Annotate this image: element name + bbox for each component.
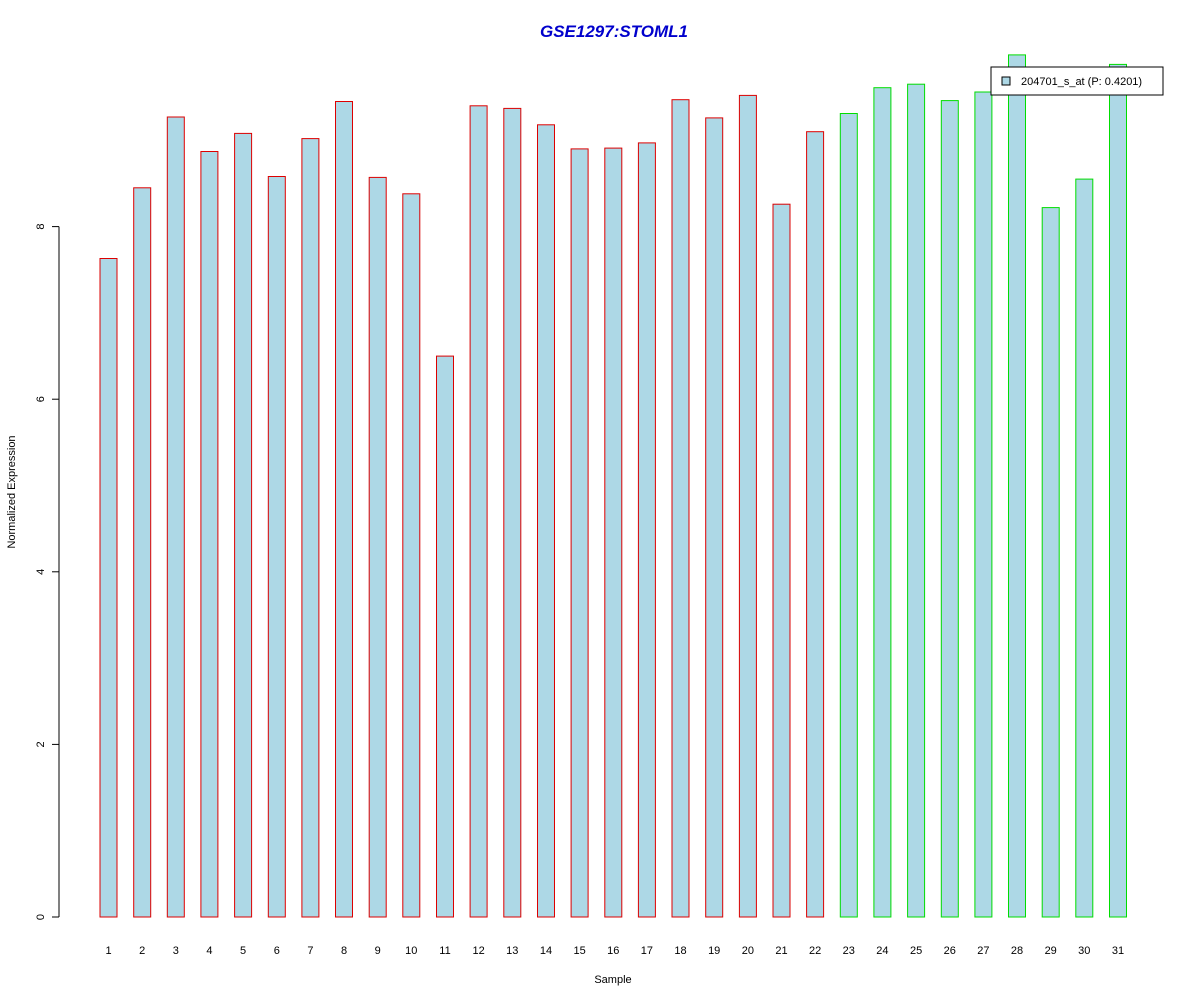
x-axis-tick-labels: 1 2 3 4 5 6 7 8 9 10 11 12 13 14 15 16 17 18 19 20 21 22 23 24 2…: [105, 945, 1124, 957]
bar-sample-1: [99, 258, 118, 918]
x-tick-label: 3: [173, 945, 179, 957]
chart-title: GSE1297:STOML1: [540, 22, 688, 41]
bar-sample-30: [1075, 178, 1094, 918]
bar-sample-29: [1041, 207, 1060, 918]
y-tick-label: 8: [35, 224, 47, 230]
x-tick-label: 2: [139, 945, 145, 957]
bar-sample-20: [738, 94, 757, 918]
x-tick-label: 12: [472, 945, 484, 957]
x-tick-label: 5: [240, 945, 246, 957]
x-tick-label: 7: [307, 945, 313, 957]
x-tick-label: 23: [843, 945, 855, 957]
bar-sample-3: [166, 116, 185, 918]
legend-swatch: [1001, 76, 1011, 86]
y-tick-label: 4: [35, 569, 47, 575]
bar-sample-22: [806, 131, 825, 918]
y-axis-label: Normalized Expression: [6, 435, 18, 548]
bar-sample-10: [402, 193, 421, 918]
bar-sample-31: [1109, 63, 1127, 918]
x-tick-label: 6: [274, 945, 280, 957]
x-tick-label: 20: [742, 945, 754, 957]
bar-sample-11: [436, 355, 454, 918]
x-tick-label: 18: [674, 945, 686, 957]
x-tick-label: 16: [607, 945, 619, 957]
x-tick-label: 13: [506, 945, 518, 957]
bars-group: [99, 54, 1127, 918]
x-tick-label: 26: [944, 945, 956, 957]
x-tick-label: 29: [1045, 945, 1057, 957]
y-tick-label: 2: [35, 741, 47, 747]
x-tick-label: 30: [1078, 945, 1090, 957]
x-tick-label: 9: [375, 945, 381, 957]
bar-sample-12: [469, 105, 488, 918]
x-tick-label: 19: [708, 945, 720, 957]
x-tick-label: 8: [341, 945, 347, 957]
bar-sample-7: [301, 138, 320, 918]
bar-sample-18: [671, 99, 690, 918]
bar-sample-4: [200, 151, 219, 918]
bar-sample-28: [1008, 54, 1026, 918]
y-axis: 0 2 4 6 8: [35, 224, 60, 920]
bar-sample-17: [637, 142, 656, 918]
x-tick-label: 17: [641, 945, 653, 957]
x-tick-label: 25: [910, 945, 922, 957]
bar-sample-6: [267, 176, 286, 918]
bar-sample-23: [839, 113, 858, 918]
legend-box: [990, 66, 1164, 96]
bar-sample-13: [503, 107, 522, 918]
x-tick-label: 21: [775, 945, 787, 957]
bar-sample-25: [907, 83, 926, 918]
bar-sample-8: [335, 101, 353, 918]
bar-sample-16: [604, 147, 623, 918]
bar-sample-2: [133, 187, 152, 918]
x-tick-label: 15: [573, 945, 585, 957]
bar-sample-26: [940, 100, 959, 918]
bar-sample-19: [705, 117, 724, 918]
bar-sample-14: [537, 124, 555, 918]
x-tick-label: 10: [405, 945, 417, 957]
x-tick-label: 1: [105, 945, 111, 957]
legend-entry-label: 204701_s_at (P: 0.4201): [1021, 76, 1142, 88]
x-axis-label: Sample: [594, 974, 631, 986]
y-tick-label: 0: [35, 914, 47, 920]
x-tick-label: 28: [1011, 945, 1023, 957]
x-tick-label: 24: [876, 945, 888, 957]
x-tick-label: 22: [809, 945, 821, 957]
x-tick-label: 31: [1112, 945, 1124, 957]
x-tick-label: 14: [540, 945, 552, 957]
bar-sample-27: [974, 91, 993, 918]
x-tick-label: 4: [206, 945, 212, 957]
x-tick-label: 11: [439, 945, 450, 957]
bar-sample-15: [570, 148, 589, 918]
legend: 204701_s_at (P: 0.4201): [990, 66, 1164, 96]
bar-sample-21: [772, 203, 791, 918]
x-tick-label: 27: [977, 945, 989, 957]
bar-sample-24: [873, 87, 892, 918]
y-tick-label: 6: [35, 396, 47, 402]
bar-sample-9: [368, 176, 387, 918]
bar-sample-5: [234, 132, 253, 918]
